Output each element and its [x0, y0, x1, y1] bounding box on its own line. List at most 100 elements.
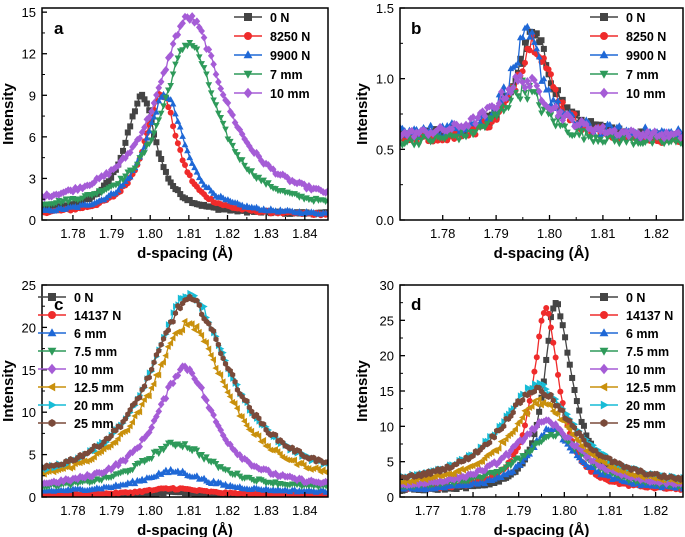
data-point — [156, 347, 162, 354]
data-point — [150, 130, 158, 137]
data-point — [217, 115, 225, 122]
series-10-mm — [42, 12, 328, 202]
data-point — [315, 184, 322, 193]
data-point — [234, 470, 241, 477]
data-point — [276, 450, 283, 458]
data-point — [203, 454, 210, 461]
data-point — [226, 138, 234, 145]
data-point — [153, 412, 160, 421]
data-point — [162, 168, 169, 175]
data-point — [481, 125, 489, 132]
data-point — [193, 17, 201, 26]
legend-marker — [47, 363, 57, 375]
data-point — [265, 180, 272, 187]
data-point — [122, 173, 129, 180]
data-point — [512, 441, 519, 450]
data-point — [169, 379, 177, 388]
series-10-mm — [42, 362, 328, 489]
data-point — [169, 71, 177, 78]
data-point — [443, 476, 451, 485]
data-point — [234, 152, 241, 159]
data-point — [559, 322, 566, 329]
y-tick-label: 0 — [29, 490, 36, 505]
data-point — [212, 364, 219, 372]
data-point — [531, 368, 538, 375]
data-point — [470, 452, 476, 459]
data-point — [620, 134, 628, 141]
data-point — [324, 186, 328, 195]
data-point — [153, 91, 160, 99]
plot-area — [42, 12, 328, 219]
data-point — [186, 154, 194, 161]
data-point — [564, 110, 571, 119]
data-point — [167, 51, 174, 59]
data-point — [127, 406, 133, 413]
data-point — [561, 123, 569, 130]
legend-label: 12.5 mm — [74, 381, 124, 395]
data-point — [448, 125, 456, 133]
data-point — [500, 453, 508, 461]
data-point — [267, 446, 274, 454]
data-point — [261, 421, 267, 428]
data-point — [160, 335, 167, 342]
data-point — [236, 125, 244, 134]
data-point — [134, 161, 141, 168]
legend: 0 N 14137 N 6 mm 7.5 mm 10 mm 12.5 mm 20 mm 25 … — [590, 291, 676, 431]
data-point — [415, 142, 423, 149]
data-point — [119, 181, 127, 188]
data-point — [246, 404, 252, 411]
data-point — [190, 326, 197, 333]
data-point — [616, 122, 623, 129]
data-point — [514, 59, 522, 66]
data-point — [630, 142, 637, 149]
legend-label: 0 N — [626, 11, 645, 25]
x-tick-label: 1.78 — [460, 503, 485, 518]
data-point — [528, 403, 535, 410]
data-point — [269, 165, 277, 174]
data-point — [674, 128, 682, 137]
legend-label: 7 mm — [270, 68, 303, 82]
data-point — [545, 85, 552, 92]
legend-label: 25 mm — [626, 417, 666, 431]
data-point — [443, 126, 451, 135]
data-point — [203, 71, 210, 78]
data-point — [128, 418, 135, 426]
y-tick-label: 10 — [22, 405, 36, 420]
data-point — [575, 132, 583, 139]
data-point — [193, 168, 201, 175]
data-point — [408, 126, 416, 135]
data-point — [479, 107, 486, 116]
data-point — [141, 383, 148, 390]
legend-marker — [48, 293, 56, 301]
data-point — [48, 192, 55, 201]
data-point — [557, 388, 564, 395]
x-tick-label: 1.82 — [215, 503, 240, 518]
data-point — [126, 148, 134, 157]
data-point — [516, 96, 524, 103]
data-point — [493, 104, 500, 113]
data-point — [616, 141, 623, 148]
data-point — [205, 184, 213, 191]
data-point — [162, 94, 170, 101]
data-point — [260, 436, 267, 444]
data-point — [134, 100, 141, 107]
data-point — [543, 356, 550, 363]
data-point — [458, 471, 465, 480]
data-point — [193, 322, 200, 330]
data-point — [502, 94, 510, 103]
legend-marker — [600, 400, 609, 410]
data-point — [172, 132, 179, 139]
x-tick-label: 1.82 — [644, 226, 669, 241]
series-7-mm — [42, 40, 328, 209]
y-tick-label: 10 — [380, 419, 394, 434]
data-point — [552, 354, 559, 361]
data-point — [552, 123, 559, 130]
data-point — [241, 162, 248, 169]
data-point — [625, 132, 633, 141]
legend-label: 6 mm — [74, 327, 107, 341]
data-point — [211, 327, 217, 334]
x-tick-label: 1.77 — [415, 503, 440, 518]
data-point — [172, 61, 179, 68]
data-point — [272, 431, 279, 438]
data-point — [649, 140, 656, 147]
